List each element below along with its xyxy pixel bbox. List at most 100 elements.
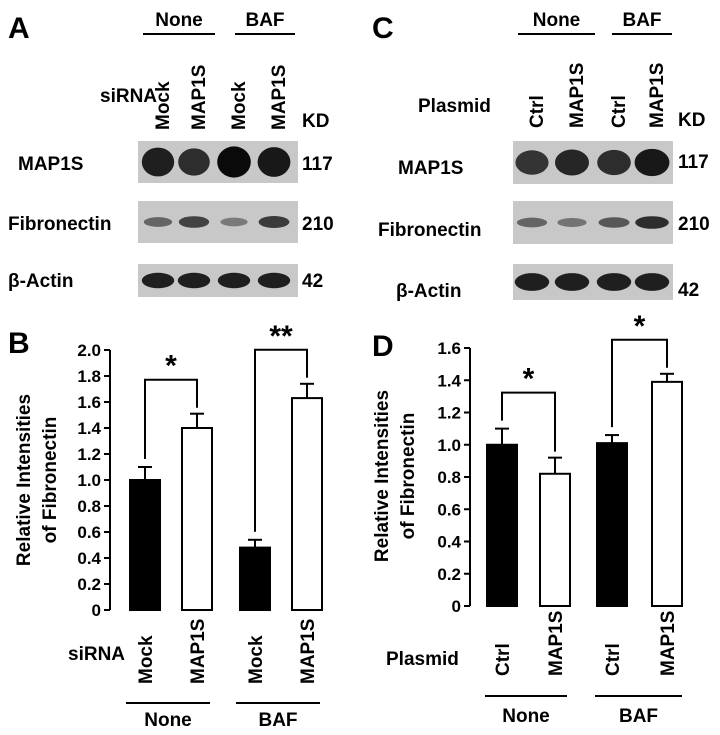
blot-name: MAP1S xyxy=(18,154,83,175)
row-label: Plasmid xyxy=(418,96,491,117)
y-tick-label: 1.8 xyxy=(77,367,101,386)
blot-band xyxy=(596,273,632,291)
bar xyxy=(291,397,323,611)
bar xyxy=(129,479,161,611)
blot-map1s: MAP1S 117 xyxy=(18,141,333,183)
group-label-none: None xyxy=(144,710,192,731)
group-label-none: None xyxy=(502,706,550,727)
category-label: MAP1S xyxy=(658,611,679,676)
y-tick-label: 0.2 xyxy=(77,575,101,594)
blot-name: β-Actin xyxy=(396,281,461,302)
y-tick-label: 0.6 xyxy=(77,523,101,542)
kd-label: KD xyxy=(678,110,705,131)
y-tick-label: 0.2 xyxy=(437,565,461,584)
blot-band xyxy=(634,273,670,291)
blot-name: MAP1S xyxy=(398,158,463,179)
y-tick-label: 1.4 xyxy=(437,371,461,390)
significance-marker: * xyxy=(165,350,177,383)
blot-band xyxy=(554,273,590,291)
blot-kd: 210 xyxy=(678,214,710,235)
lane-label: Mock xyxy=(153,81,174,130)
significance-marker: ** xyxy=(269,320,293,353)
blot-band xyxy=(597,149,631,176)
blot-band xyxy=(515,150,549,175)
blot-band xyxy=(178,216,210,228)
blot-band xyxy=(220,217,248,227)
bar xyxy=(181,427,213,611)
significance-bracket xyxy=(501,391,556,452)
category-label: Ctrl xyxy=(493,643,514,676)
y-tick-label: 1.6 xyxy=(437,339,461,358)
bar xyxy=(539,472,571,607)
y-tick-label: 1.0 xyxy=(77,471,101,490)
blot--actin: β-Actin 42 xyxy=(396,264,699,302)
y-tick-label: 1.2 xyxy=(77,445,101,464)
significance-marker: * xyxy=(634,310,646,343)
y-tick-label: 0.8 xyxy=(77,497,101,516)
y-tick-label: 1.4 xyxy=(77,419,101,438)
y-axis-label: of Fibronectin xyxy=(398,413,419,540)
blot-band xyxy=(177,272,211,289)
y-tick-label: 1.6 xyxy=(77,393,101,412)
blot-band xyxy=(141,272,175,289)
panel-letter: B xyxy=(8,327,30,360)
bar xyxy=(239,546,271,611)
category-label: MAP1S xyxy=(188,619,209,684)
blot-map1s: MAP1S 117 xyxy=(398,141,709,184)
y-axis-label: of Fibronectin xyxy=(40,417,61,544)
row-label: Plasmid xyxy=(386,649,459,670)
y-tick-label: 0.4 xyxy=(437,533,461,552)
blot-band xyxy=(516,217,548,228)
blot-band xyxy=(258,216,290,228)
group-label-none: None xyxy=(155,10,203,31)
y-tick-label: 0 xyxy=(92,601,101,620)
category-label: MAP1S xyxy=(298,619,319,684)
y-tick-label: 0 xyxy=(452,597,461,616)
group-label-none: None xyxy=(533,10,581,31)
blot-name: Fibronectin xyxy=(8,214,111,235)
y-axis-label: Relative Intensities xyxy=(14,394,35,566)
category-label: Mock xyxy=(246,635,267,684)
blot-name: Fibronectin xyxy=(378,220,481,241)
panel-c: C None BAF Plasmid Ctrl MAP1S Ctrl MAP1S KD MAP1S… xyxy=(372,10,710,302)
significance-marker: * xyxy=(523,363,535,396)
blot-band xyxy=(217,272,251,289)
bar xyxy=(651,380,683,607)
panel-letter: D xyxy=(372,330,394,363)
blot-band xyxy=(635,216,669,229)
panel-letter: A xyxy=(8,12,30,45)
row-label: siRNA xyxy=(100,86,157,107)
panel-b: B 0 0.2 0.4 0.6 0.8 1.0 1.2 1.4 1.6 1.8 2.0 Relative… xyxy=(8,320,323,731)
y-tick-label: 0.8 xyxy=(437,468,461,487)
blot-kd: 42 xyxy=(678,280,699,301)
lane-label: MAP1S xyxy=(567,63,588,128)
panel-d: D 0 0.2 0.4 0.6 0.8 1.0 1.2 1.4 1.6 Relative Inten… xyxy=(372,310,683,727)
category-label: MAP1S xyxy=(546,611,567,676)
lane-label: Ctrl xyxy=(609,95,630,128)
lane-label: Mock xyxy=(229,81,250,130)
panel-letter: C xyxy=(372,12,394,45)
blot-band xyxy=(557,218,587,227)
significance-bracket xyxy=(611,338,668,428)
lane-label: MAP1S xyxy=(269,65,290,130)
blot-fibronectin: Fibronectin 210 xyxy=(8,201,334,243)
lane-label: MAP1S xyxy=(189,65,210,130)
category-label: Mock xyxy=(136,635,157,684)
blot-kd: 42 xyxy=(302,271,323,292)
group-label-baf: BAF xyxy=(619,706,658,727)
kd-label: KD xyxy=(302,111,329,132)
y-axis-label: Relative Intensities xyxy=(372,390,393,562)
bar xyxy=(596,442,628,608)
significance-bracket xyxy=(254,348,308,532)
group-label-baf: BAF xyxy=(258,710,297,731)
blot-band xyxy=(514,273,550,291)
blot-band xyxy=(257,147,291,177)
significance-bracket xyxy=(144,378,198,459)
y-tick-label: 1.0 xyxy=(437,436,461,455)
blot-band xyxy=(217,146,251,178)
blot-band xyxy=(634,148,670,177)
blot-band xyxy=(178,148,210,176)
blot-band xyxy=(257,272,291,289)
